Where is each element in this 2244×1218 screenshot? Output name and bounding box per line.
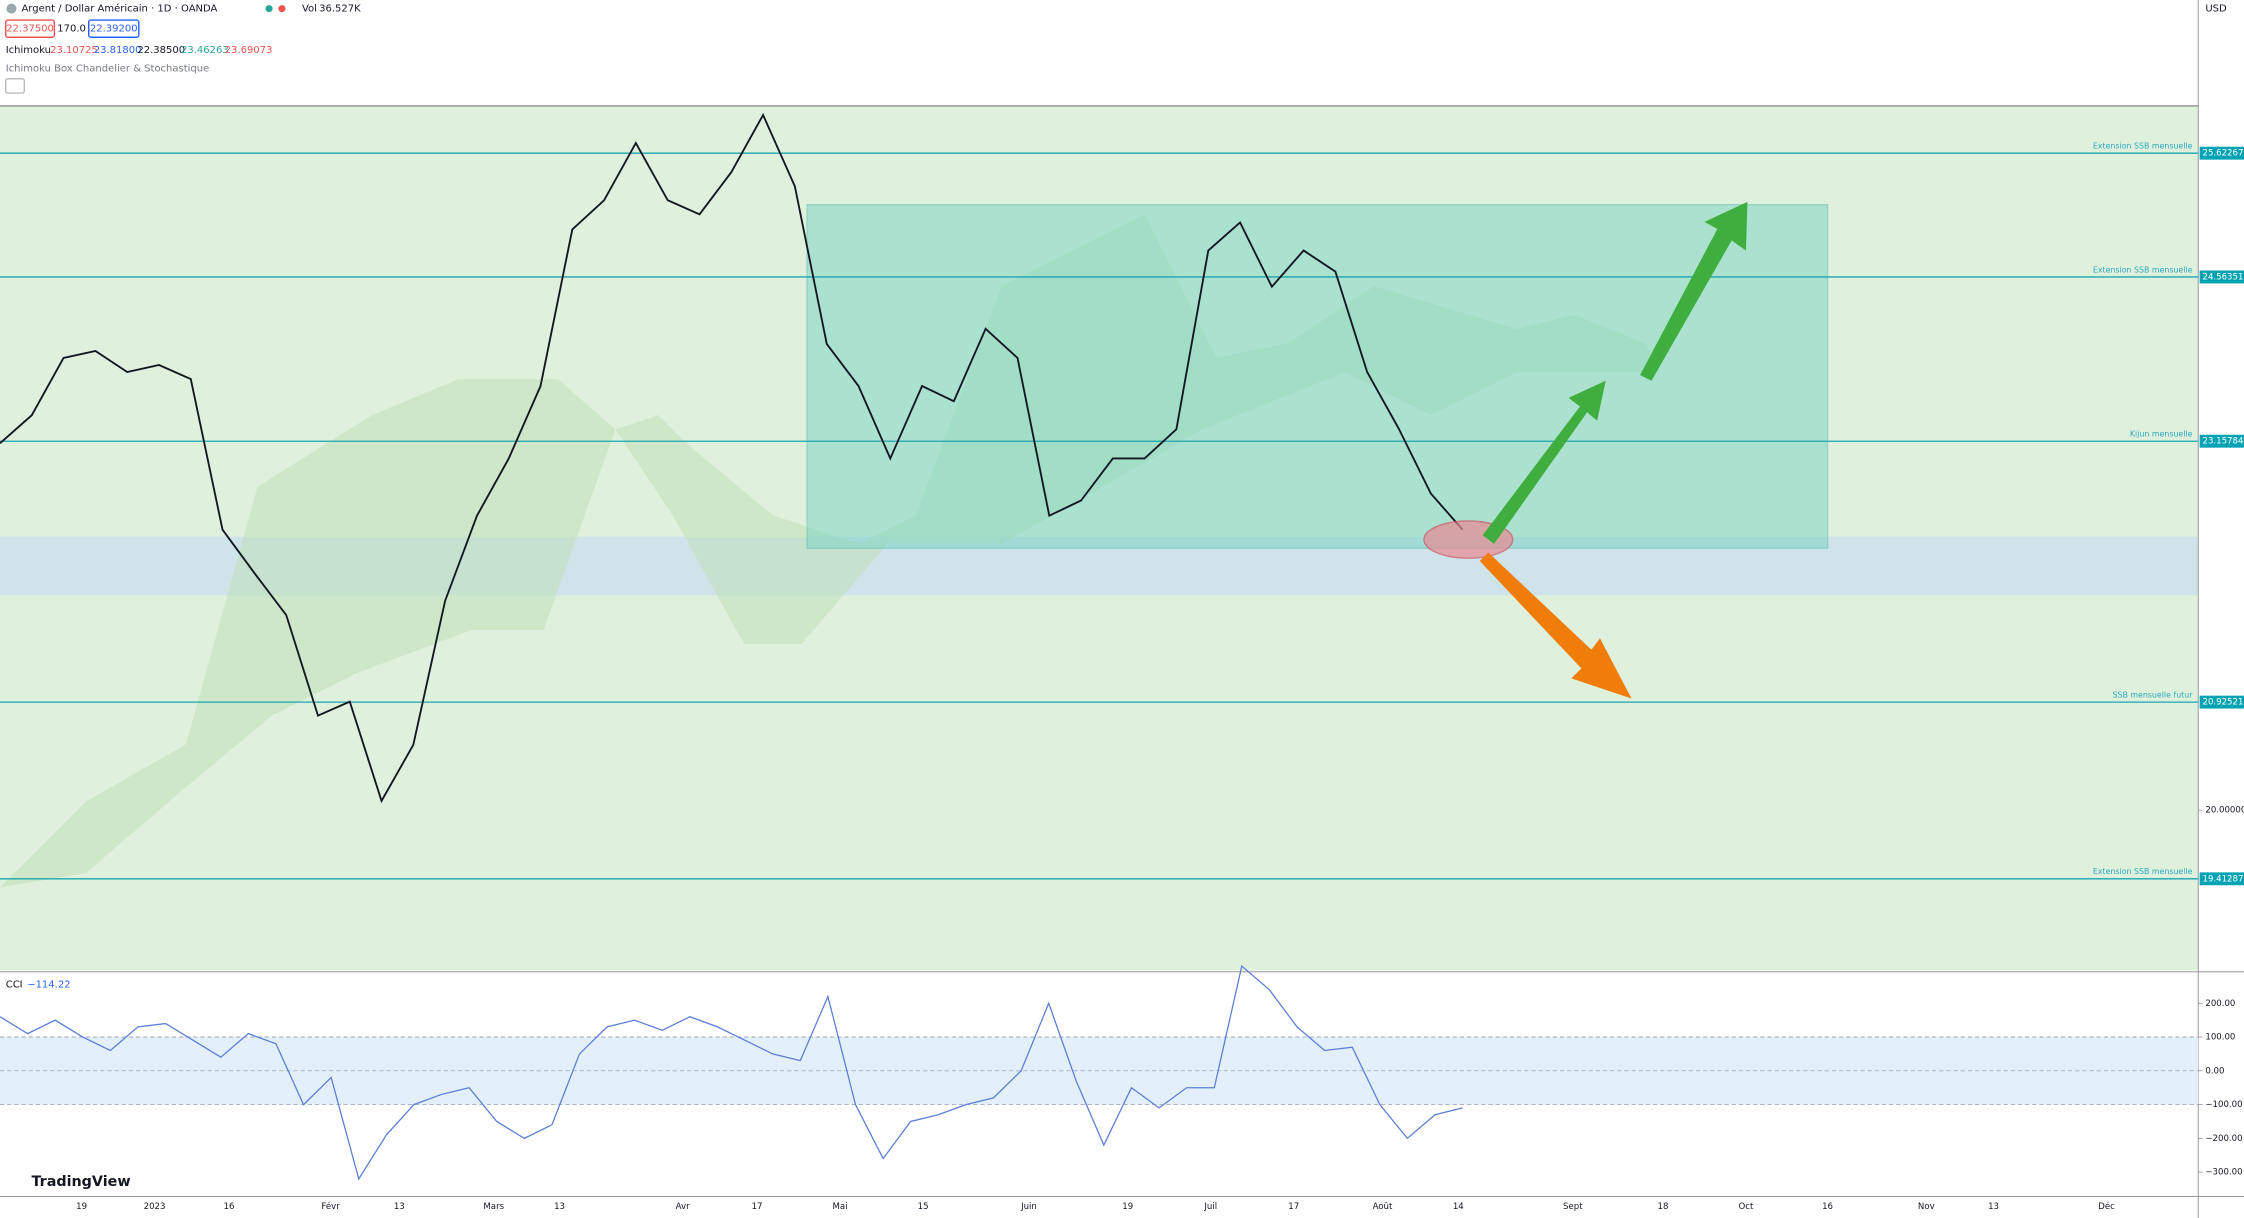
x-tick-label: 13 — [554, 1202, 565, 1212]
y-tick-label: −300.00 — [2205, 1168, 2242, 1178]
symbol-icon — [6, 3, 17, 14]
level-label: Extension SSB mensuelle — [2093, 142, 2193, 151]
x-tick-label: 17 — [1288, 1202, 1299, 1212]
arrows — [1479, 201, 1748, 699]
x-tick-label: Juin — [1020, 1202, 1037, 1212]
x-tick-label: 16 — [224, 1202, 235, 1212]
indicator-name: Ichimoku — [6, 45, 51, 56]
level-label: SSB mensuelle futur — [2112, 690, 2193, 699]
level-label: Extension SSB mensuelle — [2093, 867, 2193, 876]
y-tick-label: −100.00 — [2205, 1100, 2242, 1110]
x-tick-label: Nov — [1918, 1202, 1935, 1212]
sell-button[interactable] — [5, 19, 56, 38]
x-tick-label: 14 — [1453, 1202, 1464, 1212]
ask: 22.39200 — [90, 24, 138, 35]
x-tick-label: Août — [1373, 1202, 1393, 1212]
currency: USD — [2205, 4, 2227, 15]
x-tick-label: 19 — [76, 1202, 87, 1212]
range-box — [806, 203, 1829, 549]
x-tick-label: 18 — [1658, 1202, 1669, 1212]
price-line — [0, 964, 1463, 1181]
x-tick-label: 16 — [1822, 1202, 1833, 1212]
brand: TradingView — [31, 1174, 130, 1190]
level-price-box — [2199, 146, 2244, 160]
level-label: Extension SSB mensuelle — [2093, 265, 2193, 274]
x-tick-label: Juil — [1203, 1202, 1217, 1212]
indicator-name: Ichimoku Box Chandelier & Stochastique — [6, 64, 210, 75]
indicator-value: 23.10725 — [50, 45, 98, 56]
x-tick-label: Oct — [1739, 1202, 1754, 1212]
symbol: Argent / Dollar Américain · 1D · OANDA — [21, 3, 217, 15]
status-dot — [278, 5, 286, 13]
level-price: 23.15784 — [2202, 437, 2243, 447]
y-tick-label: 20.00000 — [2205, 806, 2244, 816]
y-tick-label: 100.00 — [2205, 1033, 2235, 1043]
level-price-box — [2199, 434, 2244, 448]
level-price: 25.62267 — [2202, 149, 2243, 159]
arrow-up — [1640, 201, 1748, 381]
cci-title: CCI — [6, 980, 23, 991]
x-tick-label: Avr — [676, 1202, 690, 1212]
vol: 36.527K — [319, 4, 361, 15]
x-tick-label: Févr — [321, 1201, 340, 1212]
level-price: 19.41287 — [2202, 874, 2243, 884]
indicator-value: 23.81800 — [94, 45, 142, 56]
y-tick-label: 0.00 — [2205, 1066, 2224, 1076]
level-price-box — [2199, 695, 2244, 709]
x-tick-label: 13 — [394, 1202, 405, 1212]
spread: 170.0 — [57, 24, 86, 35]
x-tick-label: 19 — [1122, 1202, 1133, 1212]
x-tick-label: Sept — [1563, 1202, 1583, 1212]
level-price: 24.56351 — [2202, 272, 2243, 282]
bid: 22.37500 — [6, 24, 54, 35]
cci-last: −114.22 — [27, 980, 70, 991]
y-tick-label: 200.00 — [2205, 999, 2235, 1009]
vol-label: Vol — [302, 4, 317, 15]
x-tick-label: 17 — [752, 1202, 763, 1212]
x-tick-label: Déc — [2098, 1201, 2115, 1212]
indicator-value: 23.46263 — [181, 45, 229, 56]
arrow-down — [1479, 552, 1632, 699]
level-price: 20.92521 — [2202, 698, 2243, 708]
level-price-box — [2199, 872, 2244, 886]
x-tick-label: Mai — [833, 1202, 848, 1212]
collapse-button[interactable] — [5, 78, 26, 94]
x-tick-label: 2023 — [144, 1202, 166, 1212]
x-tick-label: 13 — [1988, 1202, 1999, 1212]
status-dot — [265, 5, 273, 13]
arrow-up — [1482, 380, 1606, 544]
price-line — [0, 112, 1464, 804]
indicator-value: 22.38500 — [137, 45, 185, 56]
x-tick-label: 15 — [918, 1202, 929, 1212]
level-price-box — [2199, 270, 2244, 284]
level-label: Kijun mensuelle — [2130, 430, 2193, 439]
indicator-value: 23.69073 — [225, 45, 273, 56]
buy-button[interactable] — [88, 19, 140, 38]
y-tick-label: −200.00 — [2205, 1134, 2242, 1144]
x-tick-label: Mars — [483, 1202, 504, 1212]
